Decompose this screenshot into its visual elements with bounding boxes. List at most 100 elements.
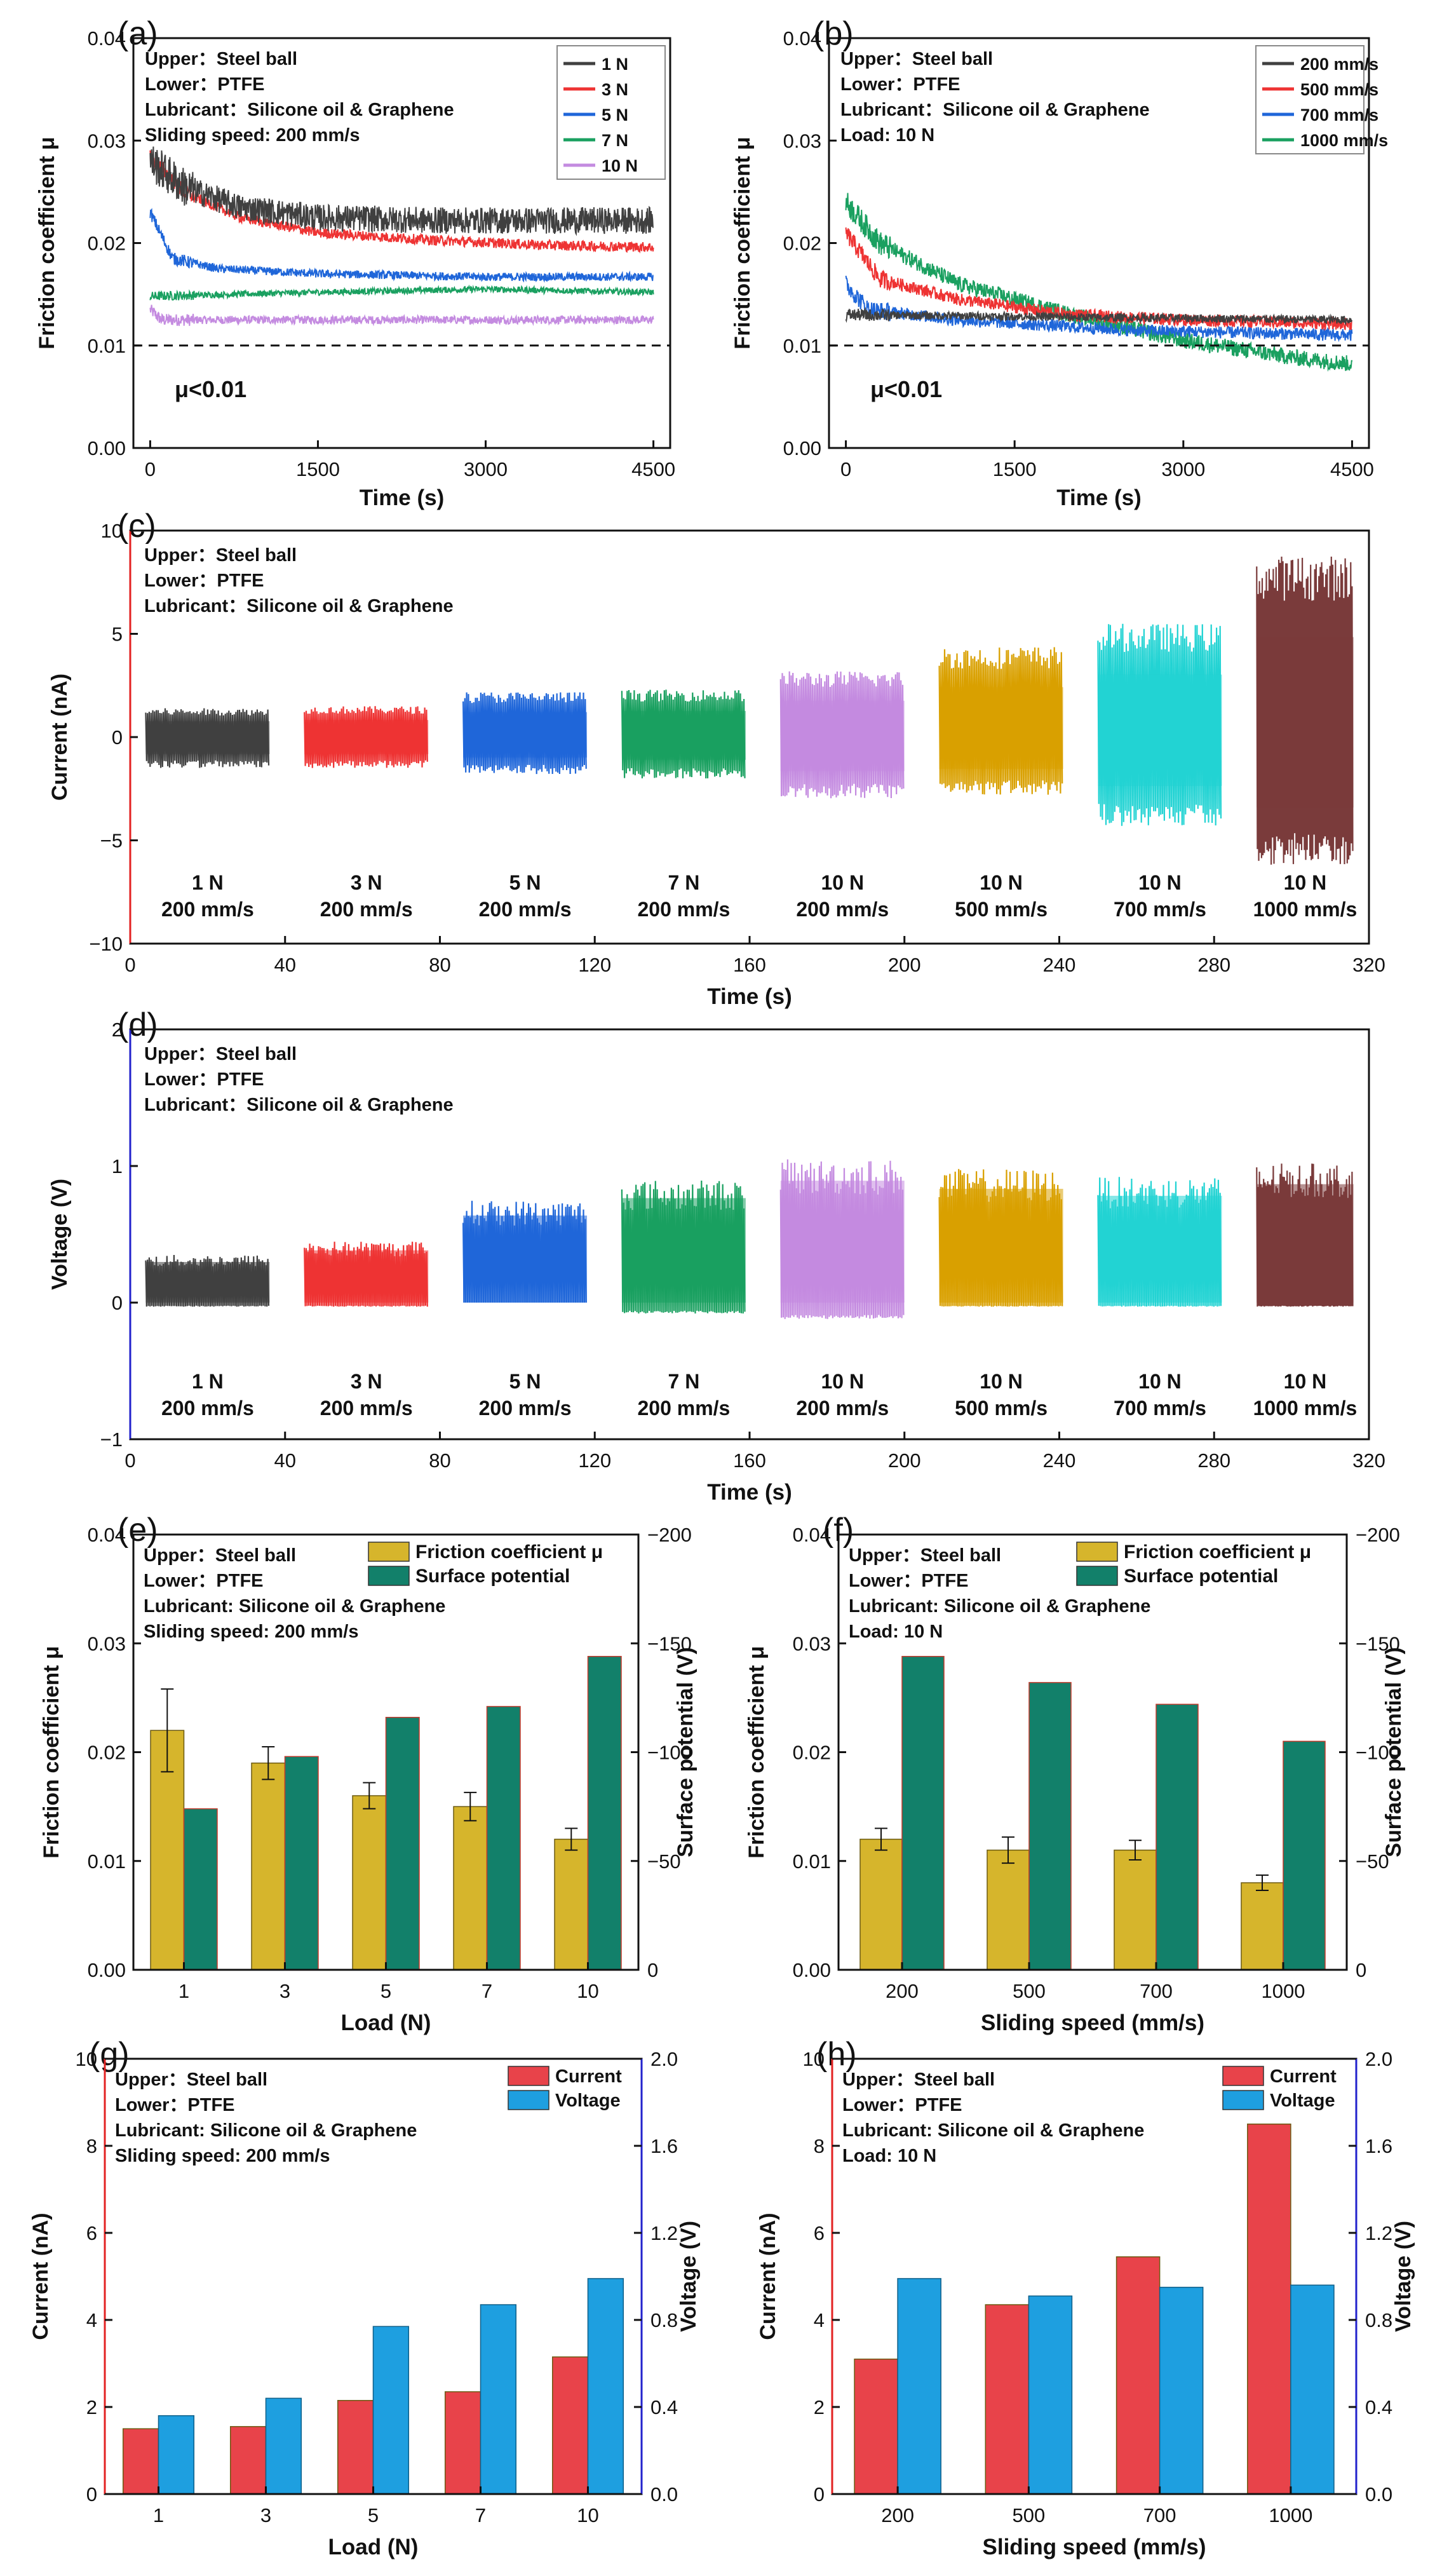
y2-axis-label: Voltage (V) (677, 2221, 701, 2332)
bar-surface-potential (385, 1716, 420, 1970)
bar-friction (352, 1795, 387, 1970)
group-load-label: 1 N (192, 1370, 224, 1393)
legend-label: 5 N (602, 105, 628, 125)
legend-label: Friction coefficient μ (415, 1542, 603, 1563)
panel-h: (h) 200 500 700 1000 0 2 4 6 8 10 0.0 0.4 0.8 1.2 1.6 2.… (756, 2036, 1415, 2559)
y-tick-label: 0.00 (783, 437, 821, 459)
y-tick-label: 0.01 (88, 1850, 126, 1873)
group-load-label: 3 N (351, 871, 382, 894)
legend-label: Surface potential (1124, 1566, 1278, 1587)
panel-label: (g) (89, 2036, 130, 2073)
info-text: Lubricant: Silicone oil & Graphene (144, 1596, 445, 1617)
x-tick-label: 1500 (993, 458, 1037, 480)
y-tick-label: 0.03 (88, 130, 126, 152)
panel-c: (c) 1 N 200 mm/s 3 N 200 mm/s 5 N 200 mm/s 7 N 2… (48, 508, 1385, 1009)
bar-voltage (1028, 2295, 1073, 2495)
series-line (845, 193, 1353, 372)
bar-current (854, 2358, 898, 2495)
legend-swatch (1222, 2066, 1264, 2086)
info-text: Upper：Steel ball (842, 2070, 995, 2090)
x-tick-label: 3000 (1161, 458, 1205, 480)
x-tick-label: 1000 (1262, 1980, 1305, 2002)
legend-swatch (1076, 1542, 1118, 1562)
panel-label: (c) (118, 508, 156, 545)
info-text: Lubricant：Silicone oil & Graphene (144, 1095, 454, 1115)
y2-axis-label: Surface potential (V) (1382, 1647, 1406, 1857)
panel-a: (a) 0 1500 3000 4500 0.00 0.01 0.02 0.03 0.04 Fric… (35, 15, 675, 510)
info-text: Upper：Steel ball (144, 1545, 296, 1566)
bar-surface-potential (486, 1705, 521, 1970)
x-tick-label: 80 (429, 954, 450, 976)
signal-group: 1 N 200 mm/s (145, 708, 270, 921)
y2-tick-label: 1.2 (1365, 2222, 1392, 2244)
legend-label: Voltage (1270, 2091, 1335, 2111)
x-tick-label: 4500 (631, 458, 675, 480)
x-tick-label: 80 (429, 1449, 450, 1472)
signal-group: 10 N 500 mm/s (938, 1169, 1063, 1420)
group-load-label: 1 N (192, 871, 224, 894)
legend-label: Current (555, 2066, 622, 2087)
x-axis-label: Time (s) (707, 1480, 792, 1505)
series-line (149, 304, 654, 327)
y2-tick-label: 1.6 (650, 2135, 678, 2157)
info-text: Upper：Steel ball (144, 1044, 297, 1064)
signal-band (304, 1250, 429, 1303)
y-axis-label: Voltage (V) (48, 1179, 72, 1290)
y-tick-label: −5 (100, 830, 123, 852)
x-tick-label: 160 (733, 1449, 766, 1472)
bar-current (444, 2391, 482, 2495)
legend-label: Friction coefficient μ (1124, 1542, 1311, 1563)
legend-label: 10 N (602, 156, 638, 175)
bar-surface-potential (1028, 1682, 1072, 1970)
x-axis-label: Load (N) (328, 2535, 419, 2559)
x-tick-label: 7 (475, 2504, 486, 2526)
bar-current (229, 2426, 267, 2495)
bar-voltage (1290, 2284, 1335, 2495)
group-load-label: 5 N (509, 1370, 541, 1393)
x-tick-label: 1000 (1269, 2504, 1312, 2526)
signal-band (304, 720, 429, 754)
legend-label: Current (1270, 2066, 1337, 2087)
y-tick-label: 0.01 (793, 1850, 831, 1873)
info-text: Lubricant：Silicone oil & Graphene (145, 100, 454, 120)
y2-tick-label: −150 (1356, 1632, 1400, 1655)
signal-group: 10 N 1000 mm/s (1253, 556, 1357, 921)
group-speed-label: 200 mm/s (320, 898, 413, 921)
y-tick-label: 0.02 (88, 1742, 126, 1764)
x-tick-label: 3 (260, 2504, 271, 2526)
group-load-label: 10 N (821, 871, 864, 894)
info-text: Lubricant：Silicone oil & Graphene (144, 596, 454, 616)
info-text: Upper：Steel ball (144, 545, 297, 566)
signal-group: 7 N 200 mm/s (621, 1180, 746, 1420)
legend-swatch (368, 1542, 410, 1562)
bar-voltage (587, 2278, 624, 2495)
y-tick-label: 10 (803, 2048, 825, 2070)
signal-group: 5 N 200 mm/s (462, 1200, 588, 1420)
y-tick-label: 0.03 (88, 1632, 126, 1655)
y-tick-label: 0.00 (793, 1959, 831, 1981)
bar-current (551, 2356, 589, 2495)
group-speed-label: 1000 mm/s (1253, 1397, 1358, 1420)
y2-tick-label: 0.4 (650, 2396, 678, 2418)
info-text: Lower：PTFE (144, 1571, 264, 1591)
group-speed-label: 200 mm/s (637, 1397, 730, 1420)
bar-voltage (372, 2326, 410, 2495)
y-axis-label: Friction coefficient μ (39, 1646, 64, 1858)
x-tick-label: 0 (145, 458, 156, 480)
x-axis-label: Sliding speed (mm/s) (983, 2535, 1206, 2559)
y-tick-label: 10 (101, 520, 123, 542)
signal-band (1257, 637, 1354, 808)
legend-label: 1000 mm/s (1300, 131, 1388, 150)
series-line (149, 146, 654, 236)
y2-tick-label: −200 (647, 1524, 692, 1546)
info-text: Load: 10 N (842, 2146, 936, 2166)
x-tick-label: 10 (577, 1980, 598, 2002)
y-axis-label: Friction coefficient μ (745, 1646, 769, 1858)
group-speed-label: 200 mm/s (161, 898, 254, 921)
group-load-label: 10 N (1284, 871, 1327, 894)
y-tick-label: 0.02 (783, 233, 821, 255)
bar-surface-potential (1283, 1740, 1326, 1970)
signal-band (463, 1215, 588, 1303)
legend-label: Voltage (555, 2091, 621, 2111)
y-tick-label: 8 (814, 2135, 825, 2157)
